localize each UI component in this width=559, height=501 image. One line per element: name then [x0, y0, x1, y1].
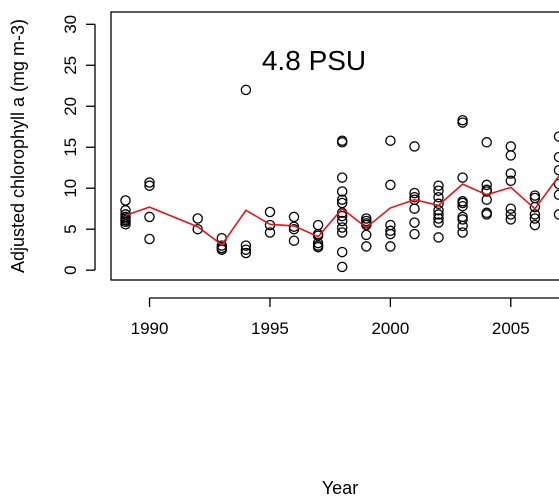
y-tick-label: 20	[61, 97, 80, 116]
data-point	[433, 232, 444, 243]
data-point	[481, 209, 492, 220]
data-point	[481, 179, 492, 191]
data-point	[336, 186, 348, 197]
y-tick-label: 5	[61, 224, 80, 233]
data-point	[385, 135, 396, 146]
data-point	[457, 172, 468, 183]
data-point	[433, 185, 444, 196]
y-axis: 0 5 10 15 20 25 30	[61, 15, 96, 275]
y-tick-label: 30	[61, 15, 80, 34]
y-tick-label: 0	[61, 265, 80, 274]
data-point	[529, 201, 541, 213]
data-point	[505, 150, 517, 161]
y-axis-title: Adjusted chlorophyll a (mg m-3)	[8, 19, 28, 273]
data-point	[361, 229, 372, 241]
data-point	[481, 137, 492, 148]
data-points	[120, 84, 559, 273]
y-tick-label: 10	[61, 179, 80, 198]
data-point	[409, 187, 420, 199]
x-tick-label: 2000	[371, 319, 409, 338]
data-point	[144, 177, 155, 188]
data-point	[312, 219, 324, 231]
data-point	[553, 178, 559, 190]
data-point	[553, 189, 559, 201]
data-point	[336, 215, 348, 227]
data-point	[361, 241, 372, 252]
data-point	[529, 219, 541, 231]
data-point	[433, 213, 444, 224]
data-point	[409, 203, 420, 214]
chart-annotation: 4.8 PSU	[262, 45, 366, 76]
data-point	[481, 186, 492, 197]
data-point	[529, 209, 541, 220]
data-point	[288, 211, 300, 223]
data-point	[409, 217, 420, 228]
y-tick-label: 25	[61, 56, 80, 75]
data-point	[336, 172, 348, 183]
data-point	[336, 227, 348, 238]
data-point	[553, 131, 559, 142]
data-point	[457, 200, 468, 212]
data-point	[240, 247, 252, 259]
plot-area-frame	[110, 11, 559, 281]
data-point	[336, 194, 348, 205]
data-point	[409, 141, 420, 152]
data-point	[240, 244, 252, 255]
data-point	[192, 213, 203, 224]
data-point	[505, 209, 517, 220]
data-point	[144, 233, 155, 245]
data-point	[529, 213, 541, 224]
data-point	[312, 241, 324, 253]
data-point	[457, 227, 468, 238]
data-point	[433, 191, 444, 203]
data-point	[385, 228, 396, 240]
data-point	[336, 246, 348, 258]
data-point	[336, 261, 348, 273]
data-point	[264, 227, 276, 238]
data-point	[457, 214, 468, 225]
data-point	[385, 179, 396, 191]
data-point	[336, 210, 348, 222]
x-tick-label: 1990	[131, 319, 169, 338]
x-axis: 1990 1995 2000 2005	[131, 297, 559, 338]
data-point	[457, 117, 468, 128]
data-point	[288, 223, 300, 235]
data-point	[505, 175, 517, 187]
data-point	[505, 214, 517, 225]
data-point	[288, 235, 300, 246]
data-point	[336, 222, 348, 233]
x-tick-label: 2005	[492, 319, 530, 338]
data-point	[144, 211, 155, 223]
mean-line	[125, 175, 559, 246]
data-point	[433, 180, 444, 191]
data-point	[240, 84, 252, 96]
data-point	[144, 180, 155, 191]
data-point	[505, 203, 517, 214]
data-point	[553, 209, 559, 220]
data-point	[385, 225, 396, 237]
data-point	[336, 137, 348, 148]
data-point	[457, 220, 468, 232]
data-point	[433, 209, 444, 220]
data-point	[312, 230, 324, 241]
data-point	[457, 197, 468, 209]
y-tick-label: 15	[61, 138, 80, 157]
data-point	[264, 206, 276, 218]
data-point	[433, 217, 444, 228]
data-point	[120, 219, 131, 230]
data-point	[553, 164, 559, 176]
data-point	[385, 241, 396, 252]
data-point	[505, 168, 517, 179]
data-point	[553, 151, 559, 163]
data-point	[505, 141, 517, 152]
data-point	[240, 240, 252, 251]
data-point	[120, 195, 131, 206]
data-point	[409, 228, 420, 240]
x-axis-title: Year	[322, 478, 358, 498]
x-tick-label: 1995	[251, 319, 289, 338]
